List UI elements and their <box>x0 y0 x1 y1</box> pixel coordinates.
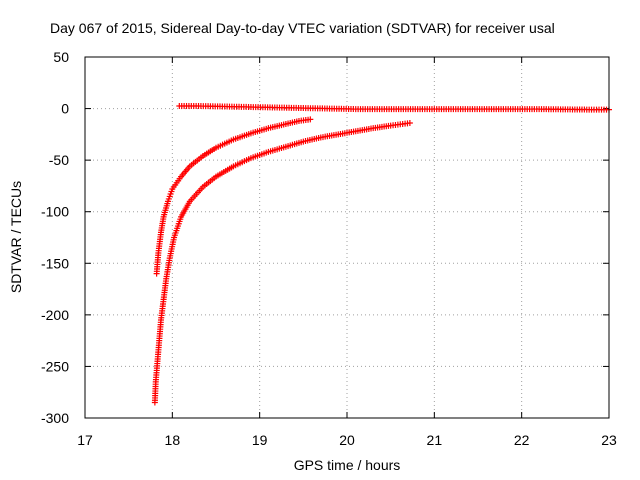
x-tick-labels: 17 18 19 20 21 22 23 <box>77 432 617 448</box>
x-tick-label: 21 <box>427 432 443 448</box>
y-tick-label: -200 <box>41 307 69 323</box>
x-tick-label: 23 <box>601 432 617 448</box>
grid <box>85 57 609 418</box>
x-tick-label: 17 <box>77 432 93 448</box>
upper-curve-point <box>307 116 314 123</box>
y-tick-label: -250 <box>41 358 69 374</box>
y-tick-label: 0 <box>61 101 69 117</box>
y-tick-label: 50 <box>53 49 69 65</box>
lower-curve-point <box>406 120 413 127</box>
y-tick-label: -100 <box>41 204 69 220</box>
chart-title: Day 067 of 2015, Sidereal Day-to-day VTE… <box>50 20 555 36</box>
x-tick-label: 22 <box>514 432 530 448</box>
y-tick-label: -300 <box>41 410 69 426</box>
x-tick-label: 20 <box>339 432 355 448</box>
x-tick-label: 18 <box>165 432 181 448</box>
y-tick-label: -50 <box>49 152 69 168</box>
data-points <box>151 102 612 406</box>
x-axis-label: GPS time / hours <box>294 457 401 473</box>
plot-frame <box>84 56 610 419</box>
y-tick-label: -150 <box>41 255 69 271</box>
y-tick-labels: 50 0 -50 -100 -150 -200 -250 -300 <box>41 49 69 426</box>
y-axis-label: SDTVAR / TECUs <box>8 181 24 293</box>
x-tick-label: 19 <box>252 432 268 448</box>
